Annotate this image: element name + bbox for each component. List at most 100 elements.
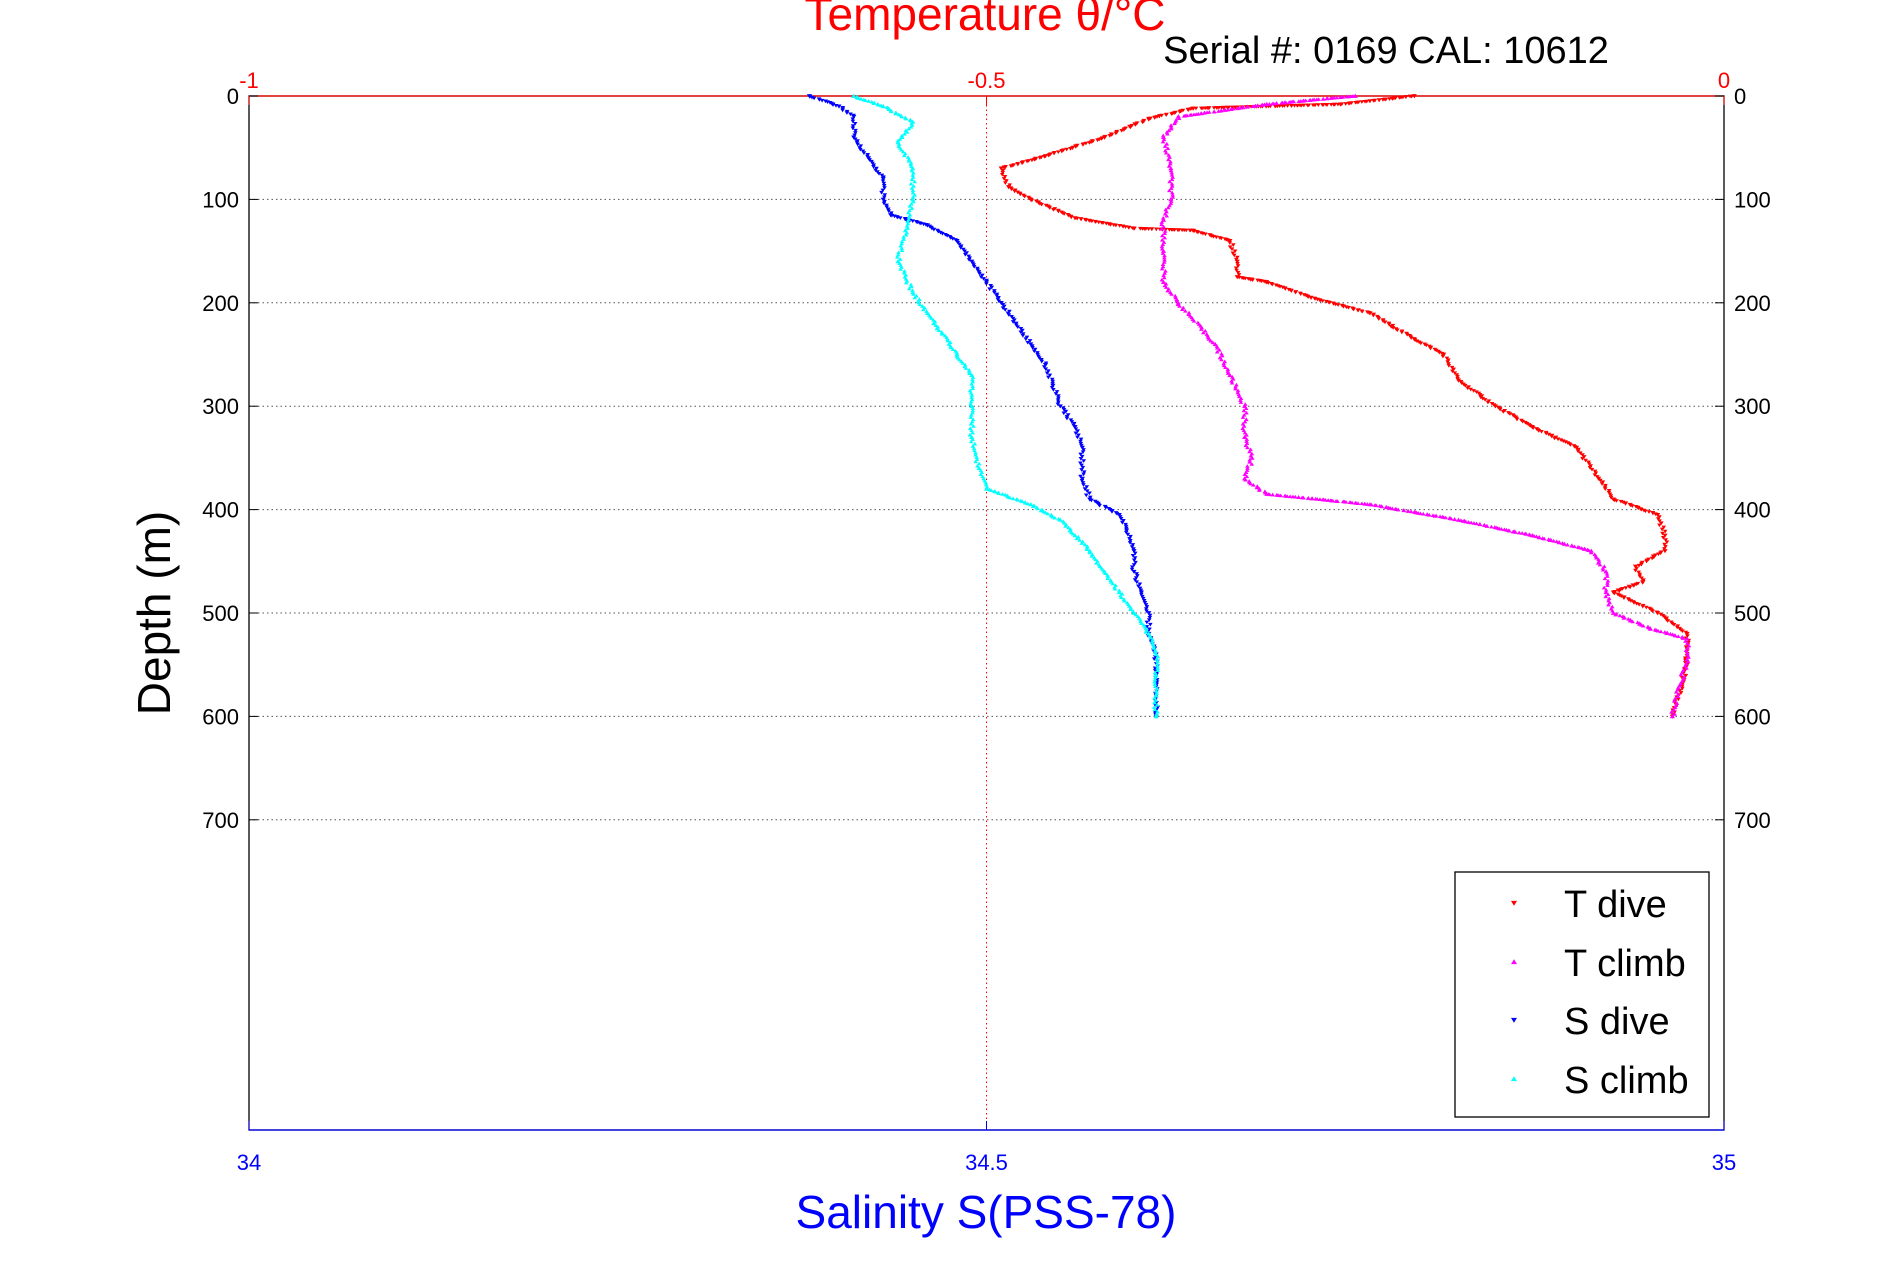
data-point (1371, 99, 1376, 103)
data-point (1076, 433, 1081, 438)
data-point (1074, 216, 1080, 221)
data-point (1159, 244, 1165, 249)
data-point (1069, 420, 1075, 424)
data-point (909, 164, 914, 169)
data-point (1330, 498, 1336, 503)
data-point (1665, 619, 1671, 623)
data-point (1606, 602, 1611, 607)
legend-entry-label: T dive (1564, 884, 1667, 926)
data-point (911, 170, 916, 175)
data-point (920, 307, 926, 312)
data-point (1160, 279, 1167, 284)
data-point (1320, 103, 1325, 107)
data-point (1536, 535, 1542, 540)
data-point (1643, 509, 1648, 514)
data-point (1455, 375, 1460, 379)
data-point (1161, 273, 1166, 278)
data-point (1232, 249, 1238, 254)
data-point (934, 326, 940, 331)
legend-entry-label: S climb (1564, 1060, 1689, 1102)
data-point (1648, 627, 1653, 631)
data-point (1602, 576, 1608, 581)
data-point (1023, 500, 1028, 505)
data-point (1081, 470, 1087, 475)
depth-tick-label-right: 200 (1734, 291, 1771, 316)
data-point (1039, 202, 1044, 207)
data-point (1223, 365, 1228, 370)
data-point (1045, 511, 1051, 516)
data-point (1640, 581, 1645, 585)
data-point (1125, 532, 1131, 537)
series-s-dive (806, 94, 1161, 719)
data-point (1468, 387, 1474, 392)
data-point (1555, 437, 1561, 442)
data-point (967, 432, 973, 437)
data-point (1159, 277, 1165, 282)
data-point (1386, 322, 1392, 327)
data-point (1037, 156, 1043, 160)
data-point (1605, 581, 1610, 585)
data-point (1131, 558, 1137, 563)
data-point (1116, 588, 1122, 593)
data-point (1010, 320, 1016, 324)
data-point (1105, 574, 1111, 579)
salinity-tick-label: 35 (1712, 1150, 1736, 1175)
data-point (1229, 380, 1235, 385)
data-point (1152, 682, 1158, 686)
data-point (1623, 502, 1628, 506)
data-point (1162, 229, 1168, 233)
data-point (1093, 557, 1098, 562)
data-point (1673, 633, 1678, 638)
data-point (1589, 467, 1595, 472)
data-point (1602, 487, 1608, 491)
data-point (1579, 546, 1585, 550)
depth-tick-label-right: 100 (1734, 187, 1771, 212)
data-point (1683, 639, 1688, 643)
data-point (1632, 564, 1639, 569)
data-point (1219, 353, 1225, 358)
data-point (1161, 224, 1166, 229)
data-point (983, 480, 989, 485)
data-point (938, 230, 943, 235)
data-point (898, 267, 903, 271)
data-point (1451, 367, 1456, 372)
data-point (1269, 101, 1275, 106)
data-point (1043, 367, 1049, 372)
data-point (1484, 524, 1490, 528)
data-point (1459, 381, 1464, 386)
data-point (1637, 572, 1643, 577)
data-point (905, 219, 910, 224)
data-point (1199, 111, 1204, 116)
data-point (1234, 268, 1239, 273)
data-point (1395, 328, 1400, 333)
data-point (1188, 228, 1193, 233)
data-point (1229, 378, 1234, 383)
data-point (1565, 441, 1571, 445)
data-point (1497, 407, 1503, 412)
data-point (1621, 616, 1627, 620)
data-point (1027, 196, 1032, 201)
data-point (1310, 103, 1316, 108)
data-point (1152, 648, 1158, 652)
data-point (1131, 563, 1137, 567)
data-point (1010, 496, 1016, 501)
data-point (1675, 692, 1681, 696)
data-point (1519, 531, 1525, 535)
data-point (1251, 482, 1256, 487)
data-point (1543, 431, 1549, 436)
data-point (852, 133, 857, 138)
data-point (1160, 262, 1166, 267)
data-point (1117, 515, 1123, 519)
data-point (899, 135, 905, 139)
data-point (1160, 217, 1167, 222)
data-point (1176, 116, 1182, 121)
data-point (1243, 406, 1249, 411)
data-point (1075, 435, 1080, 440)
legend-marker (1511, 900, 1517, 906)
data-point (866, 99, 871, 103)
data-point (1009, 187, 1014, 192)
data-point (1499, 526, 1504, 531)
data-point (1169, 172, 1175, 177)
data-point (1355, 308, 1361, 313)
data-point (953, 238, 958, 242)
